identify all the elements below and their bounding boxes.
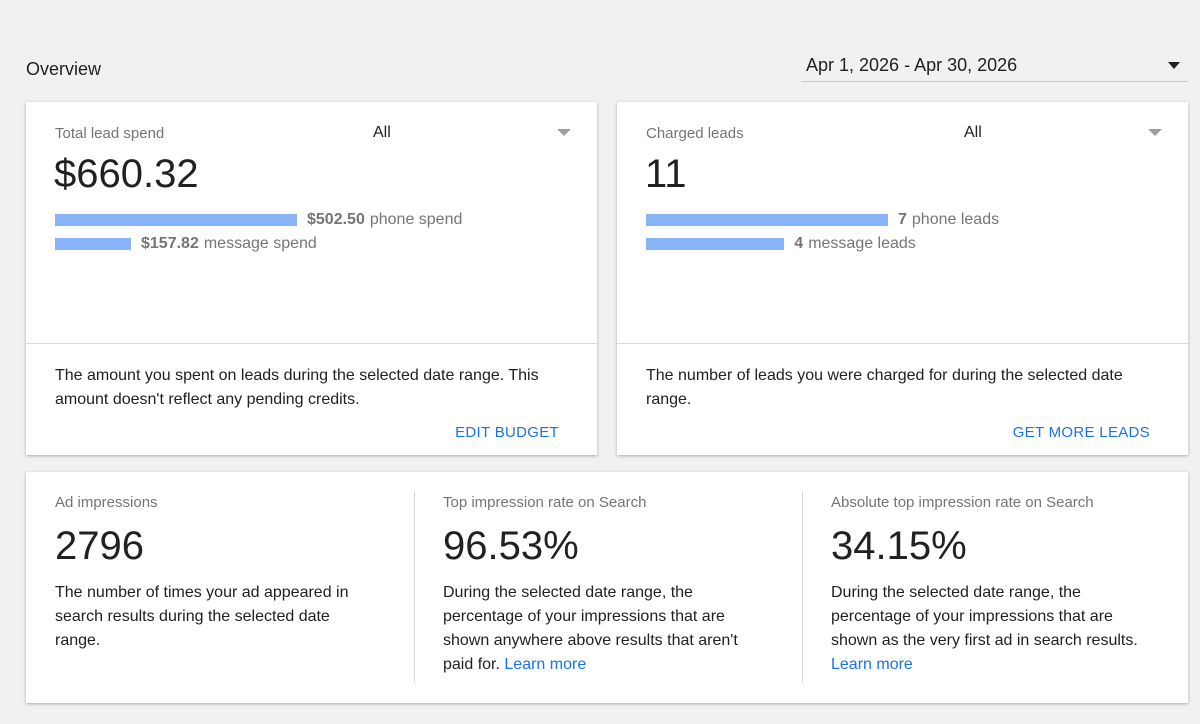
breakdown-text: message leads — [808, 235, 916, 252]
metric-label: Ad impressions — [55, 494, 158, 511]
metric-column: Ad impressions 2796 The number of times yo… — [26, 472, 414, 703]
metric-value: 34.15% — [831, 524, 967, 568]
card-description: The amount you spent on leads during the… — [55, 367, 539, 408]
date-range: Apr 1, 2026 - Apr 30, 2026 — [806, 55, 1018, 75]
card-total: $660.32 — [54, 152, 199, 196]
filter-dropdown[interactable]: All — [373, 124, 391, 141]
divider — [617, 343, 1188, 344]
breakdown-row: 4 message leads — [646, 235, 916, 253]
breakdown-row: $502.50 phone spend — [55, 211, 462, 229]
column-separator — [414, 491, 415, 683]
breakdown-bar — [55, 214, 297, 226]
breakdown-bar — [646, 238, 785, 250]
page-title: Overview — [26, 59, 102, 79]
description-text: During the selected date range, the perc… — [831, 584, 1138, 649]
breakdown-bar — [55, 238, 131, 250]
metric-column: Absolute top impression rate on Search 34… — [802, 472, 1190, 703]
description-text: During the selected date range, the perc… — [443, 584, 738, 673]
metric-description: The number of times your ad appeared in … — [55, 581, 375, 653]
breakdown-text: phone spend — [369, 211, 463, 228]
metric-value: 96.53% — [443, 524, 579, 568]
divider — [26, 343, 597, 344]
metric-value: 2796 — [55, 524, 144, 568]
breakdown-amount: 4 — [794, 235, 804, 252]
learn-more-link[interactable]: Learn more — [831, 656, 913, 673]
learn-more-link[interactable]: Learn more — [504, 656, 587, 673]
metrics-card: Ad impressions 2796 The number of times yo… — [26, 472, 1188, 703]
breakdown-amount: $157.82 — [141, 235, 199, 252]
breakdown-amount: 7 — [898, 211, 907, 228]
breakdown-amount: $502.50 — [307, 211, 365, 228]
filter-caret[interactable] — [1148, 129, 1162, 137]
metric-label: Top impression rate on Search — [443, 494, 647, 511]
filter-dropdown[interactable]: All — [964, 124, 982, 141]
metric-label: Absolute top impression rate on Search — [831, 494, 1094, 511]
breakdown-row: $157.82 message spend — [55, 235, 317, 253]
card-action[interactable]: EDIT BUDGET — [455, 424, 559, 441]
card-action[interactable]: GET MORE LEADS — [1012, 424, 1150, 441]
metric-description: During the selected date range, the perc… — [831, 581, 1151, 677]
card-label: Total lead spend — [55, 125, 165, 142]
card-total: 11 — [645, 152, 687, 196]
card-label: Charged leads — [646, 125, 744, 142]
breakdown-text: phone leads — [911, 211, 1000, 228]
date-range-dropdown[interactable]: Apr 1, 2026 - Apr 30, 2026 — [801, 52, 1188, 82]
card-description: The number of leads you were charged for… — [646, 367, 1123, 408]
breakdown-text: message spend — [203, 235, 317, 252]
lead-spend-card: Total lead spend All $660.32 $502.50 phone s… — [26, 102, 597, 455]
breakdown-row: 7 phone leads — [646, 211, 999, 229]
charged-leads-card: Charged leads All 11 7 phone leads 4 message l… — [617, 102, 1188, 455]
breakdown-bar — [646, 214, 888, 226]
description-text: The number of times your ad appeared in … — [55, 584, 349, 649]
dropdown-caret — [1168, 62, 1180, 69]
column-separator — [802, 491, 803, 683]
filter-caret[interactable] — [557, 129, 571, 137]
metric-column: Top impression rate on Search 96.53% Durin… — [414, 472, 802, 703]
metric-description: During the selected date range, the perc… — [443, 581, 763, 677]
